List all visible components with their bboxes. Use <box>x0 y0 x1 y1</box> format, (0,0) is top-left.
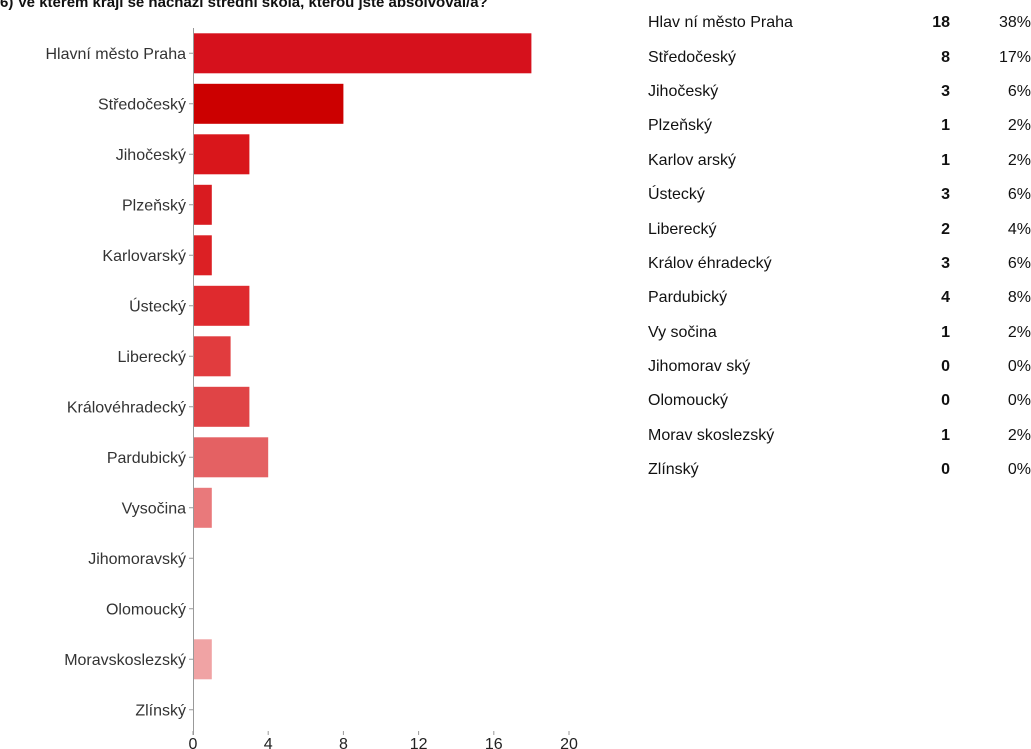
x-tick-label: 12 <box>410 736 428 749</box>
category-label: Jihočeský <box>116 147 186 164</box>
summary-table: Hlav ní město Praha 18 38% Středočeský 8 17% J… <box>648 6 1031 487</box>
summary-row: Morav skoslezský 1 2% <box>648 419 1031 453</box>
response-count: 0 <box>941 461 950 479</box>
region-name: Pardubický <box>648 289 728 307</box>
response-count: 3 <box>941 186 950 204</box>
bar <box>193 386 250 427</box>
response-count: 1 <box>941 151 950 169</box>
summary-row: Karlov arský 1 2% <box>648 144 1031 178</box>
summary-row: Vy sočina 1 2% <box>648 316 1031 350</box>
response-percent: 38% <box>998 14 1031 32</box>
summary-row: Středočeský 8 17% <box>648 40 1031 74</box>
bar <box>193 487 212 528</box>
summary-row: Jihočeský 3 6% <box>648 75 1031 109</box>
bars-group <box>193 33 532 680</box>
summary-row: Ústecký 3 6% <box>648 178 1031 212</box>
category-label: Ústecký <box>129 296 186 315</box>
category-label: Středočeský <box>98 96 186 113</box>
bar <box>193 235 212 276</box>
response-count: 8 <box>941 48 950 66</box>
response-percent: 6% <box>1007 254 1031 272</box>
bar <box>193 134 250 175</box>
response-percent: 8% <box>1007 289 1031 307</box>
bar <box>193 437 269 478</box>
x-tick-label: 16 <box>485 736 503 749</box>
response-percent: 2% <box>1007 426 1031 444</box>
response-count: 1 <box>941 117 950 135</box>
region-name: Ústecký <box>648 186 705 204</box>
bar <box>193 33 532 74</box>
response-count: 0 <box>941 392 950 410</box>
bar <box>193 83 344 124</box>
category-label: Vysočina <box>122 500 186 517</box>
category-label: Olomoucký <box>106 601 186 618</box>
x-tick-label: 0 <box>189 736 198 749</box>
bar <box>193 184 212 225</box>
response-count: 3 <box>941 82 950 100</box>
summary-row: Králov éhradecký 3 6% <box>648 247 1031 281</box>
category-label: Jihomoravský <box>88 551 186 568</box>
response-percent: 0% <box>1007 461 1031 479</box>
category-label: Liberecký <box>118 349 186 366</box>
bar <box>193 336 231 377</box>
x-tick-label: 8 <box>339 736 348 749</box>
region-name: Liberecký <box>648 220 717 238</box>
x-tick-label: 20 <box>560 736 578 749</box>
response-percent: 17% <box>998 48 1031 66</box>
x-tick-label: 4 <box>264 736 273 749</box>
response-count: 4 <box>941 289 950 307</box>
region-name: Karlov arský <box>648 151 737 169</box>
summary-row: Liberecký 2 4% <box>648 212 1031 246</box>
region-name: Jihočeský <box>648 82 719 100</box>
summary-row: Olomoucký 0 0% <box>648 384 1031 418</box>
response-count: 18 <box>932 14 950 32</box>
region-name: Hlav ní město Praha <box>648 14 793 32</box>
category-label: Moravskoslezský <box>64 652 186 669</box>
summary-row: Zlínský 0 0% <box>648 453 1031 487</box>
response-percent: 0% <box>1007 392 1031 410</box>
category-label: Královéhradecký <box>67 399 186 416</box>
response-percent: 4% <box>1007 220 1031 238</box>
summary-row: Plzeňský 1 2% <box>648 109 1031 143</box>
bar-chart: Hlavní město Praha Středočeský Jihočeský Pl… <box>45 28 578 749</box>
region-name: Středočeský <box>648 48 737 66</box>
response-percent: 6% <box>1007 82 1031 100</box>
response-percent: 2% <box>1007 117 1031 135</box>
response-percent: 2% <box>1007 151 1031 169</box>
summary-row: Hlav ní město Praha 18 38% <box>648 6 1031 40</box>
region-name: Morav skoslezský <box>648 426 775 444</box>
region-name: Olomoucký <box>648 392 729 410</box>
category-label: Pardubický <box>107 450 186 467</box>
response-percent: 2% <box>1007 323 1031 341</box>
region-name: Zlínský <box>648 461 699 479</box>
region-name: Plzeňský <box>648 117 713 135</box>
response-percent: 6% <box>1007 186 1031 204</box>
bar <box>193 639 212 680</box>
summary-row: Pardubický 4 8% <box>648 281 1031 315</box>
response-count: 2 <box>941 220 950 238</box>
summary-row: Jihomorav ský 0 0% <box>648 350 1031 384</box>
response-count: 1 <box>941 426 950 444</box>
response-count: 3 <box>941 254 950 272</box>
labels-group: Hlavní město Praha Středočeský Jihočeský Pl… <box>45 46 578 749</box>
response-count: 0 <box>941 358 950 376</box>
response-percent: 0% <box>1007 358 1031 376</box>
question-title: 6) Ve kterém kraji se nachází střední šk… <box>0 0 488 11</box>
category-label: Karlovarský <box>102 248 186 265</box>
region-name: Králov éhradecký <box>648 254 772 272</box>
region-name: Jihomorav ský <box>648 358 751 376</box>
region-name: Vy sočina <box>648 323 717 341</box>
category-label: Zlínský <box>135 702 186 719</box>
category-label: Plzeňský <box>122 197 186 214</box>
category-label: Hlavní město Praha <box>45 46 186 63</box>
axes-group <box>189 28 570 735</box>
response-count: 1 <box>941 323 950 341</box>
bar <box>193 285 250 326</box>
